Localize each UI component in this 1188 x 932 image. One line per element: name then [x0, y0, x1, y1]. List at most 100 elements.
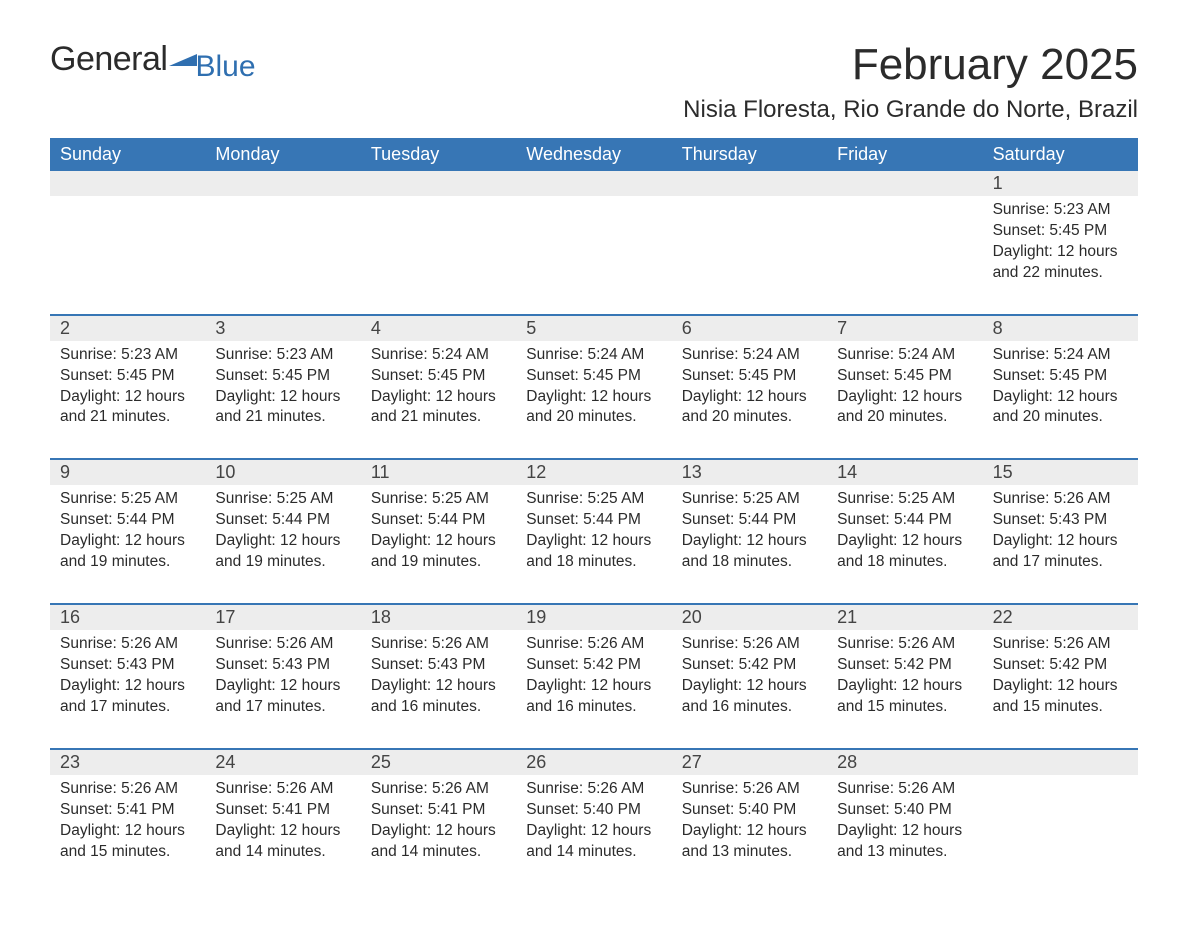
day-day2-line: and 15 minutes. — [837, 697, 972, 718]
day-day1-line: Daylight: 12 hours — [993, 242, 1128, 263]
day-details-row: Sunrise: 5:25 AMSunset: 5:44 PMDaylight:… — [50, 485, 1138, 603]
day-day1-line: Daylight: 12 hours — [215, 387, 350, 408]
day-number: 21 — [827, 605, 982, 630]
day-number: 16 — [50, 605, 205, 630]
day-cell: Sunrise: 5:24 AMSunset: 5:45 PMDaylight:… — [672, 341, 827, 459]
day-sunrise-line: Sunrise: 5:26 AM — [371, 779, 506, 800]
weekday-header: Saturday — [983, 138, 1138, 171]
day-sunrise-line: Sunrise: 5:25 AM — [371, 489, 506, 510]
day-sunrise-line: Sunrise: 5:26 AM — [837, 634, 972, 655]
day-cell: Sunrise: 5:23 AMSunset: 5:45 PMDaylight:… — [205, 341, 360, 459]
day-cell: Sunrise: 5:26 AMSunset: 5:42 PMDaylight:… — [672, 630, 827, 748]
day-day1-line: Daylight: 12 hours — [60, 387, 195, 408]
day-sunset-line: Sunset: 5:45 PM — [993, 221, 1128, 242]
month-title: February 2025 — [683, 40, 1138, 90]
day-day2-line: and 20 minutes. — [837, 407, 972, 428]
day-day1-line: Daylight: 12 hours — [526, 387, 661, 408]
day-cell: Sunrise: 5:25 AMSunset: 5:44 PMDaylight:… — [361, 485, 516, 603]
day-day2-line: and 20 minutes. — [993, 407, 1128, 428]
day-number: 14 — [827, 460, 982, 485]
day-sunset-line: Sunset: 5:45 PM — [371, 366, 506, 387]
day-day2-line: and 20 minutes. — [526, 407, 661, 428]
day-day2-line: and 13 minutes. — [682, 842, 817, 863]
day-sunrise-line: Sunrise: 5:26 AM — [993, 634, 1128, 655]
day-cell: Sunrise: 5:26 AMSunset: 5:41 PMDaylight:… — [205, 775, 360, 893]
day-day1-line: Daylight: 12 hours — [993, 531, 1128, 552]
day-cell — [672, 196, 827, 314]
day-cell: Sunrise: 5:24 AMSunset: 5:45 PMDaylight:… — [827, 341, 982, 459]
day-sunset-line: Sunset: 5:45 PM — [60, 366, 195, 387]
day-number: 4 — [361, 316, 516, 341]
day-day1-line: Daylight: 12 hours — [526, 676, 661, 697]
day-number: 27 — [672, 750, 827, 775]
day-number: 1 — [983, 171, 1138, 196]
day-sunset-line: Sunset: 5:40 PM — [682, 800, 817, 821]
day-day1-line: Daylight: 12 hours — [682, 387, 817, 408]
day-sunset-line: Sunset: 5:44 PM — [526, 510, 661, 531]
day-number: 25 — [361, 750, 516, 775]
day-number: 11 — [361, 460, 516, 485]
day-cell: Sunrise: 5:26 AMSunset: 5:43 PMDaylight:… — [50, 630, 205, 748]
day-day1-line: Daylight: 12 hours — [526, 531, 661, 552]
day-cell: Sunrise: 5:25 AMSunset: 5:44 PMDaylight:… — [50, 485, 205, 603]
day-day2-line: and 22 minutes. — [993, 263, 1128, 284]
weekday-header-row: Sunday Monday Tuesday Wednesday Thursday… — [50, 138, 1138, 171]
weekday-header: Friday — [827, 138, 982, 171]
day-day2-line: and 20 minutes. — [682, 407, 817, 428]
day-sunset-line: Sunset: 5:45 PM — [526, 366, 661, 387]
day-sunrise-line: Sunrise: 5:26 AM — [60, 779, 195, 800]
day-cell — [205, 196, 360, 314]
day-day1-line: Daylight: 12 hours — [837, 676, 972, 697]
day-cell: Sunrise: 5:26 AMSunset: 5:42 PMDaylight:… — [827, 630, 982, 748]
day-sunrise-line: Sunrise: 5:26 AM — [526, 779, 661, 800]
day-day2-line: and 14 minutes. — [215, 842, 350, 863]
day-sunrise-line: Sunrise: 5:23 AM — [215, 345, 350, 366]
logo: General Blue — [50, 40, 256, 79]
day-day2-line: and 19 minutes. — [215, 552, 350, 573]
logo-word-general: General — [50, 40, 167, 79]
day-day2-line: and 16 minutes. — [682, 697, 817, 718]
day-number: 3 — [205, 316, 360, 341]
day-number: 22 — [983, 605, 1138, 630]
day-number: 7 — [827, 316, 982, 341]
day-sunrise-line: Sunrise: 5:25 AM — [837, 489, 972, 510]
day-day2-line: and 18 minutes. — [837, 552, 972, 573]
day-number-row: 1 — [50, 171, 1138, 196]
day-sunrise-line: Sunrise: 5:26 AM — [993, 489, 1128, 510]
day-sunrise-line: Sunrise: 5:26 AM — [215, 779, 350, 800]
day-sunset-line: Sunset: 5:44 PM — [60, 510, 195, 531]
day-sunrise-line: Sunrise: 5:26 AM — [682, 779, 817, 800]
header: General Blue February 2025 Nisia Florest… — [50, 40, 1138, 124]
day-number — [827, 171, 982, 196]
day-number: 9 — [50, 460, 205, 485]
logo-flag-icon — [169, 50, 197, 70]
day-number — [516, 171, 671, 196]
day-day1-line: Daylight: 12 hours — [215, 676, 350, 697]
day-sunrise-line: Sunrise: 5:23 AM — [993, 200, 1128, 221]
day-day2-line: and 15 minutes. — [60, 842, 195, 863]
day-sunset-line: Sunset: 5:44 PM — [371, 510, 506, 531]
day-sunset-line: Sunset: 5:45 PM — [682, 366, 817, 387]
day-cell: Sunrise: 5:24 AMSunset: 5:45 PMDaylight:… — [983, 341, 1138, 459]
day-cell: Sunrise: 5:26 AMSunset: 5:43 PMDaylight:… — [361, 630, 516, 748]
day-sunrise-line: Sunrise: 5:26 AM — [526, 634, 661, 655]
day-number: 23 — [50, 750, 205, 775]
day-sunset-line: Sunset: 5:40 PM — [837, 800, 972, 821]
day-cell: Sunrise: 5:26 AMSunset: 5:41 PMDaylight:… — [50, 775, 205, 893]
day-day2-line: and 19 minutes. — [60, 552, 195, 573]
day-day1-line: Daylight: 12 hours — [837, 531, 972, 552]
day-number: 26 — [516, 750, 671, 775]
day-cell: Sunrise: 5:26 AMSunset: 5:40 PMDaylight:… — [516, 775, 671, 893]
day-sunrise-line: Sunrise: 5:23 AM — [60, 345, 195, 366]
day-number — [672, 171, 827, 196]
day-day2-line: and 21 minutes. — [60, 407, 195, 428]
day-cell: Sunrise: 5:25 AMSunset: 5:44 PMDaylight:… — [516, 485, 671, 603]
day-day1-line: Daylight: 12 hours — [682, 531, 817, 552]
day-day1-line: Daylight: 12 hours — [371, 531, 506, 552]
day-number: 10 — [205, 460, 360, 485]
day-sunset-line: Sunset: 5:42 PM — [837, 655, 972, 676]
day-day2-line: and 21 minutes. — [215, 407, 350, 428]
day-sunset-line: Sunset: 5:41 PM — [215, 800, 350, 821]
day-details-row: Sunrise: 5:26 AMSunset: 5:43 PMDaylight:… — [50, 630, 1138, 748]
day-sunrise-line: Sunrise: 5:26 AM — [837, 779, 972, 800]
